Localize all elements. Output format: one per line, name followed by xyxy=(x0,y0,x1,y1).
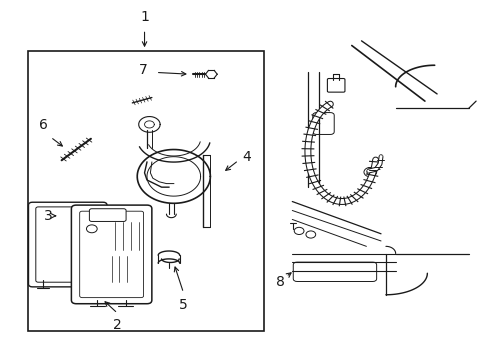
Text: 7: 7 xyxy=(139,63,148,77)
FancyBboxPatch shape xyxy=(89,209,126,221)
FancyBboxPatch shape xyxy=(71,205,152,304)
Text: 8: 8 xyxy=(275,275,284,289)
Circle shape xyxy=(86,225,97,233)
FancyBboxPatch shape xyxy=(28,202,107,287)
Text: 1: 1 xyxy=(140,10,149,24)
Text: 3: 3 xyxy=(44,209,53,223)
Text: 6: 6 xyxy=(39,118,48,132)
Bar xyxy=(27,51,264,330)
Circle shape xyxy=(82,217,92,225)
Text: 4: 4 xyxy=(242,150,250,164)
Circle shape xyxy=(363,167,376,177)
Text: 5: 5 xyxy=(179,298,187,312)
Text: 2: 2 xyxy=(113,318,122,332)
